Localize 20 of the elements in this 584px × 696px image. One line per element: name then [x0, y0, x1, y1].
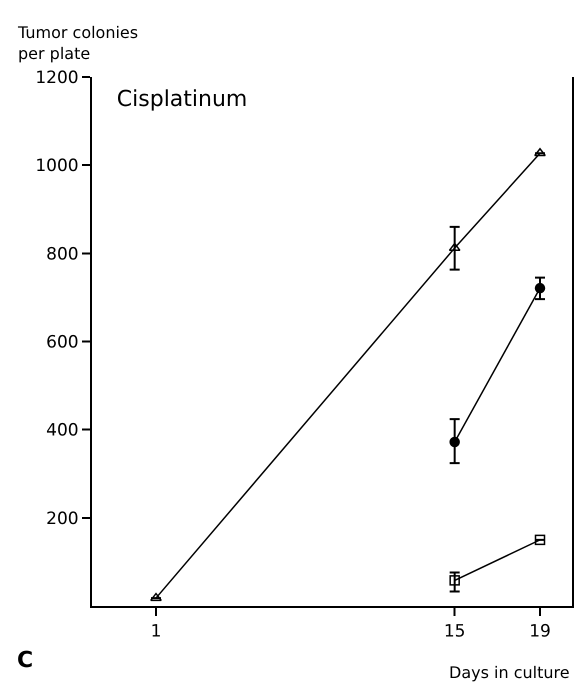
y-tick-label: 400 [46, 420, 79, 441]
point [534, 282, 546, 294]
point [449, 575, 460, 586]
y-tick-label: 1200 [35, 68, 79, 88]
point [448, 242, 461, 252]
x-axis-title: Days in culture [449, 663, 570, 682]
y-tick-label: 600 [46, 332, 79, 352]
y-tick-label: 800 [46, 244, 79, 264]
x-tick-label: 19 [529, 621, 551, 642]
y-axis-title: Tumor colonies per plate [17, 23, 138, 63]
x-tick-label: 1 [150, 621, 162, 642]
text: C [17, 648, 34, 673]
point [150, 592, 162, 602]
point [534, 534, 546, 546]
y-tick-label: 200 [46, 508, 79, 529]
y-tick-label: 1000 [35, 156, 79, 176]
point [534, 148, 546, 156]
x-tick-label: 15 [444, 621, 466, 642]
text: Cisplatinum [116, 86, 248, 112]
point [449, 436, 460, 448]
